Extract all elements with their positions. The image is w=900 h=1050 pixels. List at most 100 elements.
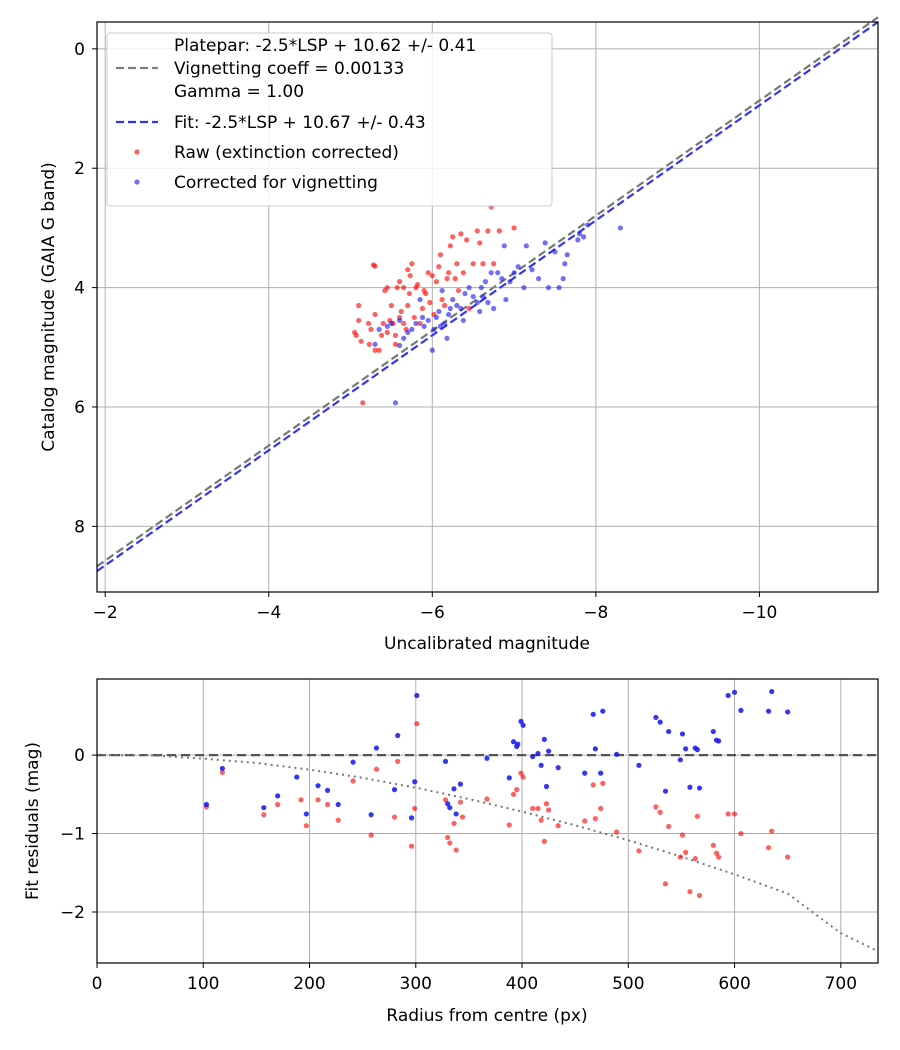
corrected-residual-point [538, 762, 544, 768]
raw-residual-point [592, 816, 598, 822]
raw-point [437, 252, 444, 258]
corrected-residual-point [518, 718, 524, 724]
corrected-residual-point [666, 728, 672, 735]
raw-residual-point [414, 721, 420, 727]
raw-residual-point [261, 812, 267, 818]
corrected-point [466, 285, 472, 291]
raw-point [496, 228, 502, 234]
corrected-residual-point [582, 770, 588, 776]
raw-point [425, 270, 431, 276]
raw-residual-point [683, 849, 689, 855]
raw-residual-point [785, 854, 791, 860]
corrected-point [372, 341, 378, 347]
raw-point [491, 261, 497, 267]
bottom-x-tick-label: 300 [400, 974, 432, 994]
raw-point [380, 320, 386, 327]
bottom-scatter-points [203, 688, 791, 899]
corrected-residual-point [412, 779, 418, 785]
raw-residual-point [350, 778, 356, 784]
raw-residual-point [520, 774, 526, 780]
raw-residual-point [538, 817, 544, 823]
raw-residual-point [598, 805, 604, 812]
top-x-axis-label: Uncalibrated magnitude [384, 634, 590, 654]
corrected-point [419, 314, 426, 321]
corrected-point [617, 225, 623, 231]
bottom-tick-labels: 0 100 200 300 400 500 600 700 0 −1 −2 [60, 746, 857, 994]
corrected-residual-point [520, 722, 526, 728]
corrected-point [474, 299, 480, 306]
corrected-residual-point [447, 805, 453, 811]
bottom-panel: 0 100 200 300 400 500 600 700 0 −1 −2 Radius from … [23, 678, 879, 1026]
raw-residual-point [692, 856, 698, 862]
raw-point [401, 320, 407, 327]
raw-residual-point [453, 847, 459, 853]
raw-point [414, 282, 421, 288]
raw-point [392, 332, 399, 338]
raw-residual-point [447, 840, 453, 846]
raw-point [452, 276, 458, 282]
top-x-tick-label: −8 [583, 603, 608, 623]
raw-residual-point [696, 892, 703, 899]
raw-point [401, 285, 407, 291]
raw-residual-point [391, 814, 398, 820]
raw-residual-point [457, 799, 464, 805]
corrected-residual-point [350, 759, 356, 765]
legend-entry-label: Fit: -2.5*LSP + 10.67 +/- 0.43 [174, 113, 426, 133]
corrected-residual-point [414, 692, 420, 699]
top-x-tick-label: −2 [93, 603, 118, 623]
corrected-residual-point [541, 736, 547, 743]
raw-residual-point [653, 804, 659, 810]
raw-residual-point [518, 770, 524, 776]
raw-point [358, 338, 364, 344]
corrected-point [580, 234, 587, 240]
corrected-point [444, 335, 450, 341]
corrected-point [542, 240, 548, 246]
corrected-residual-point [203, 801, 210, 808]
top-x-tick-label: −4 [256, 603, 281, 623]
corrected-residual-point [261, 805, 267, 811]
raw-point [356, 302, 362, 309]
raw-residual-point [657, 809, 663, 815]
corrected-point [552, 249, 558, 255]
corrected-point [441, 320, 448, 327]
corrected-residual-point [545, 748, 552, 754]
corrected-point [545, 285, 552, 291]
corrected-residual-point [716, 738, 722, 744]
corrected-residual-point [592, 746, 598, 752]
raw-point [372, 263, 378, 269]
raw-residual-point [769, 828, 775, 834]
raw-residual-point [694, 813, 700, 819]
raw-point [405, 302, 411, 309]
raw-point [396, 279, 403, 285]
bottom-x-tick-label: 200 [293, 974, 325, 994]
corrected-point [405, 329, 411, 335]
raw-point [356, 317, 362, 324]
raw-point [474, 228, 480, 234]
raw-residual-point [687, 889, 693, 895]
raw-residual-point [716, 854, 722, 860]
corrected-residual-point [555, 765, 561, 771]
legend: Platepar: -2.5*LSP + 10.62 +/- 0.41 Vigne… [106, 32, 553, 207]
corrected-residual-point [683, 746, 689, 752]
corrected-point [450, 296, 456, 303]
raw-residual-point [315, 797, 321, 803]
corrected-point [409, 326, 415, 332]
raw-residual-point [725, 811, 731, 817]
corrected-point [511, 270, 517, 276]
corrected-residual-point [598, 770, 604, 776]
corrected-residual-point [535, 750, 541, 757]
raw-residual-point [395, 758, 401, 764]
top-fit-lines [96, 16, 879, 573]
bottom-x-axis-label: Radius from centre (px) [386, 1006, 587, 1026]
raw-point [353, 332, 359, 338]
raw-point [423, 290, 429, 297]
raw-point [378, 332, 385, 338]
corrected-point [384, 323, 390, 329]
raw-point [427, 299, 433, 306]
raw-point [477, 240, 483, 246]
corrected-residual-point [391, 787, 398, 793]
raw-residual-point [510, 791, 517, 797]
raw-residual-point [600, 780, 606, 786]
raw-point [446, 270, 452, 276]
raw-point [454, 261, 460, 267]
